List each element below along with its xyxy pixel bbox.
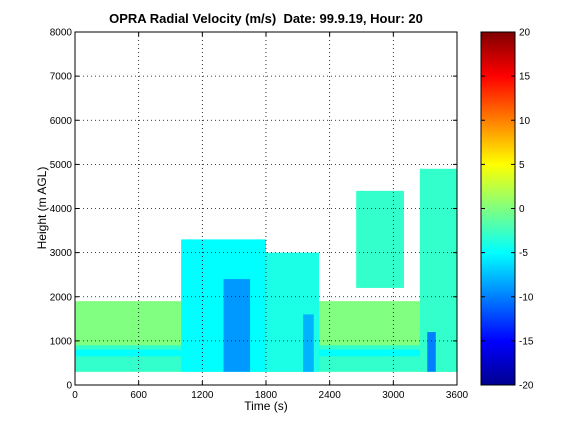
y-tick-label: 4000 [50,204,73,215]
colorbar-tick-label: 10 [519,116,531,127]
x-axis-label: Time (s) [244,399,288,413]
y-tick-label: 5000 [50,160,73,171]
colorbar-tick-label: 20 [519,28,531,39]
x-tick-label: 3600 [446,390,469,401]
y-tick-label: 6000 [50,116,73,127]
heatmap-region-streak-a [223,279,251,372]
colorbar-tick-label: -20 [519,381,534,392]
x-tick-label: 0 [72,390,78,401]
colorbar [480,31,516,386]
x-tick-label: 600 [130,390,147,401]
grid-lines [75,32,457,385]
y-tick-label: 8000 [50,28,73,39]
heatmap-region-streak-c [427,332,436,372]
x-tick-label: 3000 [382,390,405,401]
heatmap-region-plume [356,190,404,288]
colorbar-tick-label: -15 [519,336,534,347]
x-tick-label: 1800 [255,390,278,401]
y-tick-label: 2000 [50,292,73,303]
chart-title: OPRA Radial Velocity (m/s) Date: 99.9.19… [109,11,423,26]
x-tick-label: 1200 [191,390,214,401]
colorbar-tick-label: -10 [519,292,534,303]
y-tick-label: 3000 [50,248,73,259]
x-axis: 0 600 1200 1800 2400 3000 3600 [72,32,469,401]
y-axis-label: Height (m AGL) [35,167,49,250]
colorbar-tick-label: 0 [519,204,525,215]
colorbar-tick-label: -5 [519,248,528,259]
y-tick-label: 1000 [50,336,73,347]
y-tick-label: 7000 [50,72,73,83]
colorbar-ticks: -20 -15 -10 -5 0 5 10 15 20 [481,28,534,392]
colorbar-tick-label: 15 [519,72,531,83]
colorbar-tick-label: 5 [519,160,525,171]
heatmap-region-plume-right [419,168,457,372]
heatmap-region-streak-b [303,314,314,372]
y-axis: 0 1000 2000 3000 4000 5000 6000 7000 8000 [50,28,457,392]
x-tick-label: 2400 [319,390,342,401]
y-tick-label: 0 [66,381,72,392]
